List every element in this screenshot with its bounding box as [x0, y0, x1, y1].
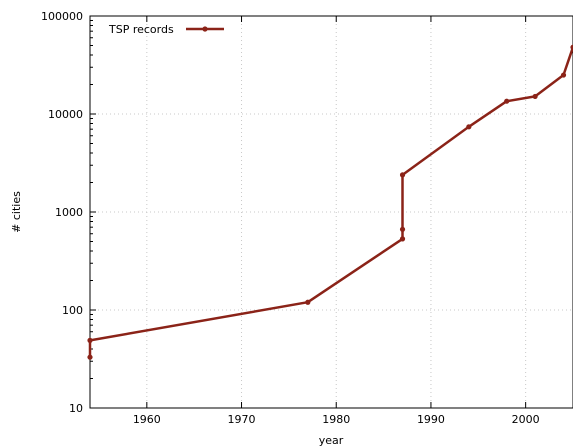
series-line — [88, 46, 573, 358]
legend-point — [202, 26, 208, 32]
legend: TSP records — [108, 23, 224, 36]
x-tick-label: 1980 — [322, 413, 350, 426]
y-tick-labels: 10 100 1000 10000 100000 — [41, 10, 83, 415]
y-tick-label: 10000 — [48, 108, 83, 121]
y-tick-label: 10 — [69, 402, 83, 415]
axis-ticks — [90, 15, 527, 409]
data-point — [305, 299, 311, 305]
x-tick-label: 1990 — [417, 413, 445, 426]
series-layer — [87, 44, 573, 360]
y-tick-label: 100 — [62, 304, 83, 317]
x-tick-labels: 1960 1970 1980 1990 2000 — [133, 413, 540, 426]
data-point — [399, 172, 406, 178]
legend-marker — [202, 26, 208, 32]
y-tick-label: 100000 — [41, 10, 83, 23]
x-tick-label: 1970 — [228, 413, 256, 426]
data-point — [560, 72, 567, 78]
x-tick-label: 2000 — [512, 413, 540, 426]
y-tick-label: 1000 — [55, 206, 83, 219]
data-point — [399, 236, 406, 242]
x-tick-label: 1960 — [133, 413, 161, 426]
x-axis-label: year — [319, 434, 344, 447]
grid — [90, 16, 573, 408]
y-axis-label: # cities — [10, 191, 23, 233]
data-point — [399, 226, 406, 232]
data-point — [570, 44, 573, 50]
data-point — [466, 124, 472, 130]
data-point — [504, 98, 510, 104]
data-point — [87, 337, 93, 343]
legend-label: TSP records — [108, 23, 174, 36]
data-point — [87, 354, 93, 360]
data-point — [532, 93, 538, 100]
